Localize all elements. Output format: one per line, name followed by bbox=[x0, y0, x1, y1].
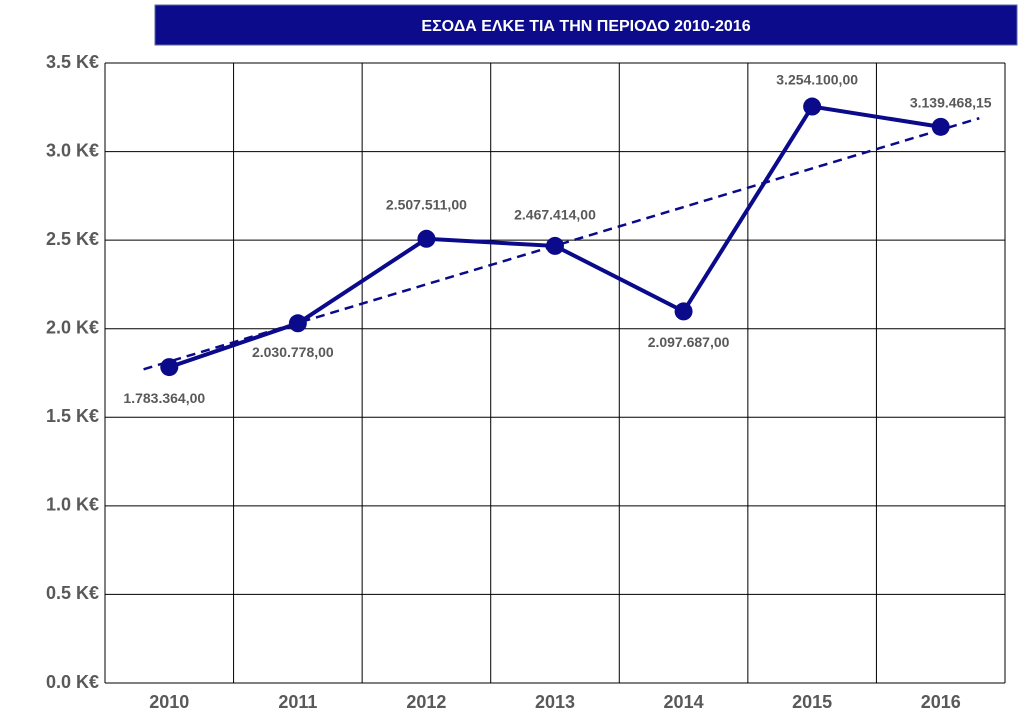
series-line bbox=[168, 104, 942, 369]
x-tick-label: 2014 bbox=[664, 692, 704, 712]
marker bbox=[546, 236, 564, 255]
x-tick-label: 2015 bbox=[792, 692, 832, 712]
y-tick-label: 3.0 K€ bbox=[46, 140, 99, 160]
x-tick-label: 2011 bbox=[278, 692, 317, 712]
x-tick-label: 2012 bbox=[406, 692, 446, 712]
data-label: 2.097.687,00 bbox=[648, 334, 730, 350]
y-tick-label: 2.5 K€ bbox=[46, 229, 99, 249]
y-tick-label: 3.5 K€ bbox=[46, 52, 99, 72]
marker bbox=[674, 302, 693, 321]
data-label: 1.783.364,00 bbox=[123, 390, 205, 406]
data-label: 2.030.778,00 bbox=[252, 344, 334, 360]
y-tick-label: 2.0 K€ bbox=[46, 317, 99, 337]
marker bbox=[288, 314, 307, 333]
data-label: 2.467.414,00 bbox=[514, 207, 596, 223]
y-tick-label: 0.0 K€ bbox=[46, 672, 99, 692]
x-tick-label: 2016 bbox=[921, 692, 961, 712]
marker bbox=[931, 117, 950, 136]
y-tick-label: 1.5 K€ bbox=[46, 406, 99, 426]
data-label: 2.507.511,00 bbox=[386, 197, 467, 213]
x-tick-label: 2010 bbox=[149, 692, 189, 712]
data-label: 3.254.100,00 bbox=[776, 71, 858, 87]
chart-title: ΕΣΟΔΑ ΕΛΚΕ ΤΙΑ ΤΗΝ ΠΕΡΙΟΔΟ 2010-2016 bbox=[421, 18, 750, 35]
x-tick-label: 2013 bbox=[535, 692, 575, 712]
marker bbox=[417, 229, 436, 248]
y-tick-label: 0.5 K€ bbox=[46, 583, 99, 603]
marker bbox=[160, 358, 179, 377]
y-tick-label: 1.0 K€ bbox=[46, 495, 99, 515]
title-box bbox=[154, 4, 1018, 46]
marker bbox=[803, 97, 822, 116]
data-label: 3.139.468,15 bbox=[910, 95, 992, 111]
